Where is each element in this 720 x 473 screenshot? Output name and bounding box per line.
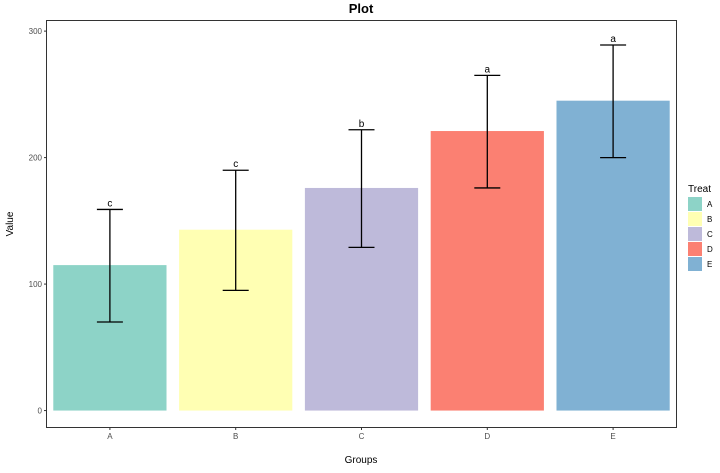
y-axis: 0 100 200 300 [29,27,47,416]
legend-key-C [688,227,702,241]
errorbar-E [600,44,627,159]
significance-label-D: a [485,64,491,75]
significance-label-A: c [107,198,112,209]
x-tick-label-D: D [484,432,490,441]
x-axis-title: Groups [345,455,378,466]
y-axis-title: Value [5,211,16,236]
errorbar-D [474,74,501,189]
y-tick-label: 100 [29,280,43,289]
legend-label-A: A [707,200,713,209]
legend-label-B: B [707,215,712,224]
legend-label-D: D [707,245,713,254]
y-tick-label: 300 [29,27,43,36]
legend-key-D [688,242,702,256]
legend-title: Treat [688,184,711,195]
legend-key-B [688,212,702,226]
x-tick-label-A: A [107,432,113,441]
legend-key-A [688,197,702,211]
legend-label-C: C [707,230,713,239]
significance-label-B: c [233,159,238,170]
errorbar-C [348,129,375,249]
x-tick-label-E: E [610,432,615,441]
significance-label-E: a [610,34,616,45]
x-axis: A B C D E [107,427,616,441]
y-tick-label: 0 [38,407,43,416]
legend-label-E: E [707,260,712,269]
significance-labels: c c b a a [107,34,616,209]
y-tick-label: 200 [29,154,43,163]
errorbar-B [222,169,249,292]
significance-label-C: b [359,119,365,130]
errorbars-layer [96,44,627,323]
errorbar-A [96,208,123,323]
x-tick-label-C: C [359,432,365,441]
x-tick-label-B: B [233,432,238,441]
chart-title: Plot [349,1,374,16]
legend-key-E [688,257,702,271]
